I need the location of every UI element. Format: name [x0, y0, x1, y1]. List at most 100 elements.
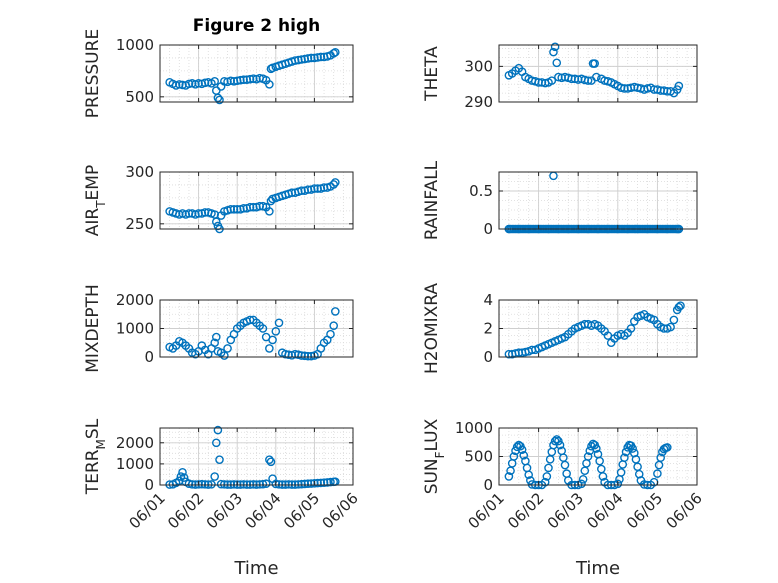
data-point [220, 480, 229, 489]
data-point [258, 324, 268, 333]
data-point [583, 452, 593, 461]
data-point [194, 79, 203, 88]
data-point [265, 455, 274, 464]
data-point [555, 440, 565, 450]
y-axis-label: SUNFLUX [422, 418, 447, 494]
data-point [284, 350, 293, 360]
data-point [223, 344, 232, 353]
data-point [554, 436, 563, 446]
subplot-3: 250 300 AIRTEMP [83, 163, 354, 236]
axes-box [159, 427, 354, 486]
data-point [552, 58, 562, 68]
data-point [268, 335, 277, 345]
subplot-6: 0 2 4 H2OMIXRA [422, 283, 698, 374]
data-point [226, 205, 236, 214]
data-point [200, 480, 210, 489]
y-tick-label: 1000 [116, 36, 154, 54]
data-point [294, 480, 303, 489]
data-point [674, 81, 684, 91]
data-point [226, 76, 236, 86]
data-point [620, 453, 629, 462]
data-point [509, 452, 519, 461]
subplot-4: 0 0.5 RAINFALL [422, 160, 698, 240]
data-point [258, 479, 268, 489]
y-tick-label: 2000 [116, 291, 154, 309]
data-point [261, 479, 271, 489]
data-point [210, 338, 219, 348]
y-tick-label: 1000 [455, 419, 493, 437]
data-point [303, 54, 313, 63]
data-point [544, 463, 553, 473]
data-point [331, 307, 340, 316]
y-tick-label: 500 [464, 448, 493, 466]
data-point [178, 468, 187, 477]
data-point [326, 329, 335, 339]
data-point [213, 425, 223, 435]
y-tick-label: 300 [125, 163, 154, 181]
data-point [524, 470, 534, 480]
y-axis-label: TERRMSL [83, 418, 108, 495]
data-point [265, 344, 274, 353]
data-point [595, 456, 604, 466]
data-point [210, 76, 219, 86]
data-point [329, 48, 339, 58]
data-point [542, 472, 552, 481]
y-tick-label: 500 [125, 88, 154, 106]
data-point [331, 47, 340, 57]
y-tick-label: 300 [464, 57, 493, 75]
data-point [319, 478, 329, 487]
axes-box [498, 171, 698, 230]
y-tick-label: 4 [483, 291, 493, 309]
data-point [592, 72, 601, 82]
data-point [229, 205, 239, 214]
y-axis-label: RAINFALL [422, 160, 442, 240]
y-tick-label: 2000 [116, 434, 154, 452]
data-point [549, 47, 558, 57]
data-point [316, 478, 326, 488]
chart-title: Figure 2 high [193, 16, 321, 36]
data-point [626, 324, 636, 333]
data-point [621, 447, 631, 457]
data-point [303, 479, 313, 489]
y-axis-label: H2OMIXRA [422, 283, 442, 374]
data-point [300, 351, 310, 361]
data-point [303, 351, 313, 361]
data-point [266, 457, 276, 467]
data-point [245, 202, 255, 212]
data-point [265, 207, 274, 216]
data-point [207, 480, 216, 489]
data-point [613, 479, 623, 489]
axes-box [159, 171, 354, 230]
data-point [284, 480, 293, 489]
data-point [236, 75, 245, 85]
y-tick-label: 250 [125, 215, 154, 233]
data-point [239, 480, 248, 489]
data-point [210, 472, 219, 481]
data-point [663, 443, 672, 452]
subplot-1: 500 1000 PRESSURE Figure 2 high [83, 16, 354, 118]
data-point [310, 184, 319, 193]
data-point [211, 332, 221, 342]
data-point [211, 217, 221, 227]
y-axis-label: AIRTEMP [83, 165, 108, 236]
data-point [674, 302, 684, 312]
data-point [628, 444, 637, 453]
axes-box [498, 44, 698, 103]
data-point [656, 453, 666, 462]
y-tick-label: 0 [483, 476, 493, 494]
data-point [187, 480, 197, 489]
data-point [194, 480, 203, 489]
data-point [271, 327, 281, 336]
data-point [540, 477, 550, 487]
data-point [310, 479, 319, 488]
y-tick-label: 2 [483, 320, 493, 338]
data-point [519, 451, 529, 460]
data-point [578, 474, 588, 484]
data-point [331, 178, 340, 187]
data-point [560, 460, 570, 470]
data-point [215, 95, 224, 105]
data-point [592, 444, 601, 453]
data-point [274, 318, 284, 328]
y-tick-label: 0 [144, 476, 154, 494]
y-axis-label: PRESSURE [83, 29, 103, 118]
